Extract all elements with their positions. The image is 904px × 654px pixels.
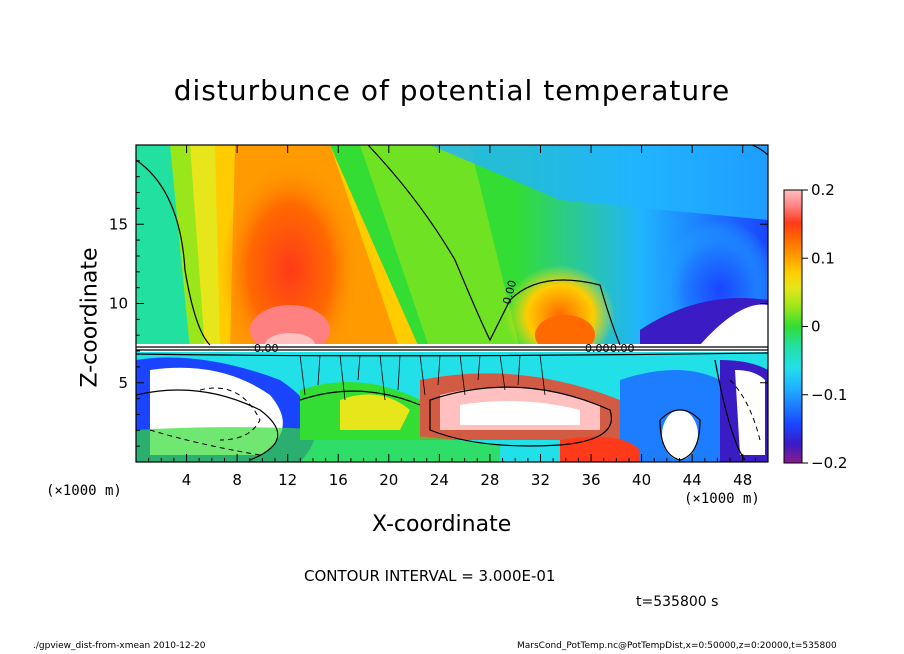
x-tick-label: 24 [430, 471, 449, 489]
chart-title: disturbunce of potential temperature [173, 74, 731, 107]
contour-label: 0.00 [500, 279, 519, 306]
x-tick-label: 48 [733, 471, 752, 489]
x-tick-label: 40 [632, 471, 651, 489]
x-tick-label: 28 [480, 471, 499, 489]
x-tick-label: 32 [531, 471, 550, 489]
colorbar-tick-label: −0.2 [811, 454, 847, 472]
time-label: t=535800 s [636, 594, 719, 610]
x-tick-label: 44 [683, 471, 702, 489]
heatmap-field [136, 145, 768, 462]
contour-interval-text: CONTOUR INTERVAL = 3.000E-01 [304, 567, 556, 585]
y-axis-label: Z-coordinate [77, 247, 103, 388]
x-unit-label-left: (×1000 m) [46, 483, 122, 499]
footer-right: MarsCond_PotTemp.nc@PotTempDist,x=0:5000… [517, 641, 837, 651]
x-tick-label: 16 [329, 471, 348, 489]
y-tick-label: 10 [109, 295, 128, 313]
colorbar-tick-label: 0.1 [811, 249, 835, 267]
x-unit-label-right: (×1000 m) [684, 491, 760, 507]
colorbar-tick-label: −0.1 [811, 386, 847, 404]
colorbar [783, 189, 803, 464]
x-tick-label: 20 [379, 471, 398, 489]
y-tick-label: 15 [109, 215, 128, 233]
x-tick-label: 4 [182, 471, 192, 489]
x-tick-label: 8 [232, 471, 242, 489]
colorbar-tick-label: 0.2 [811, 181, 835, 199]
x-tick-label: 12 [278, 471, 297, 489]
contour-label: 0.00 [585, 342, 610, 355]
x-axis-label: X-coordinate [372, 512, 512, 537]
colorbar-tick-label: 0 [811, 318, 821, 336]
y-tick-label: 5 [118, 374, 128, 392]
contour-label: 0.00 [254, 342, 279, 355]
footer-left: ./gpview_dist-from-xmean 2010-12-20 [33, 641, 206, 651]
x-tick-label: 36 [581, 471, 600, 489]
contour-label: 0.00 [610, 342, 635, 355]
